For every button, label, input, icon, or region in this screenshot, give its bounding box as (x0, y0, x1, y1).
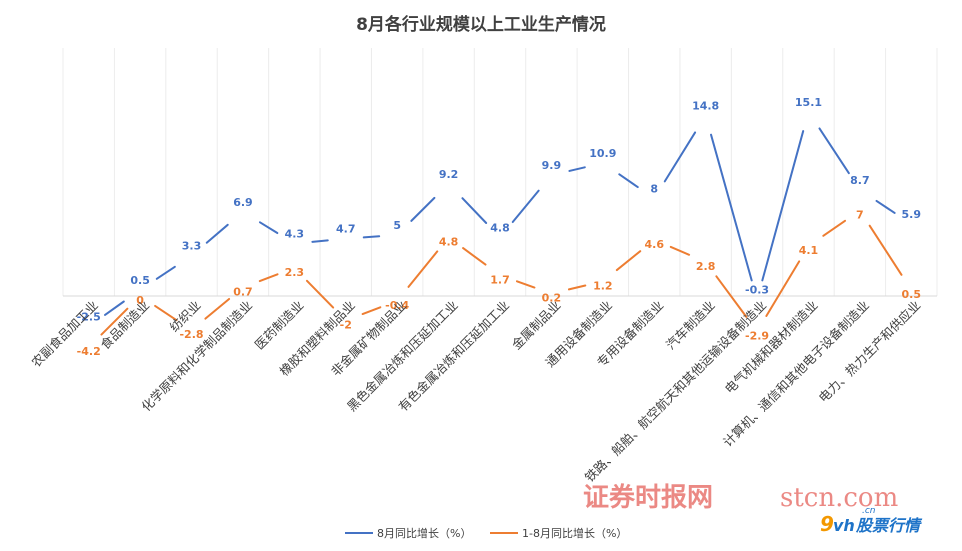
series-segment (818, 127, 850, 175)
data-label: 0.7 (233, 285, 253, 298)
series-segment (155, 265, 176, 280)
data-label: 4.7 (336, 223, 356, 236)
data-label: 0.5 (902, 288, 922, 301)
series-lines (100, 127, 903, 336)
data-label: 2.8 (696, 260, 716, 273)
data-label: -0.3 (745, 284, 769, 297)
series-segment (875, 199, 896, 214)
data-label: 7 (856, 209, 864, 222)
data-label: 5 (393, 219, 401, 232)
series-segment (204, 297, 231, 320)
data-labels: -2.5 0.5 3.3 6.9 4.3 4.7 5 9.2 4.8 9.9 10.9 8 14.8 -0… (77, 96, 921, 358)
series-segment (410, 196, 436, 222)
series-segment (715, 275, 748, 318)
watermark-9vh-domain: .cn (862, 506, 876, 516)
data-label: -2.5 (77, 311, 101, 324)
legend: 8月同比增长（%） 1-8月同比增长（%） (345, 526, 627, 540)
series-segment (305, 279, 335, 309)
series-segment (103, 300, 125, 316)
series-segment (511, 189, 540, 224)
series-segment (663, 131, 697, 183)
series-segment (618, 173, 639, 189)
chart-title: 8月各行业规模以上工业生产情况 (356, 14, 606, 35)
data-label: -2.9 (745, 329, 769, 342)
series-segment (205, 223, 229, 244)
series-segment (765, 260, 801, 317)
category-label: 医药制造业 (252, 298, 307, 353)
data-label: -2.8 (179, 328, 203, 341)
category-label: 铁路、船舶、航空航天和其他运输设备制造业 (582, 298, 769, 485)
series-segment (462, 247, 487, 266)
data-label: 4.8 (490, 221, 510, 234)
category-label: 食品制造业 (97, 298, 152, 353)
series-segment (407, 250, 439, 288)
data-label: 8.7 (850, 174, 870, 187)
series-segment (311, 239, 329, 243)
data-label: 9.2 (439, 168, 459, 181)
series-segment (567, 284, 587, 291)
data-label: 15.1 (795, 96, 822, 109)
data-label: 3.3 (182, 240, 202, 253)
series-segment (100, 307, 129, 336)
series-segment (361, 306, 382, 316)
data-label: 1.7 (490, 273, 510, 286)
data-label: 4.3 (285, 228, 305, 241)
data-label: -0.4 (385, 299, 409, 312)
series-segment (258, 221, 279, 235)
data-label: 4.8 (439, 235, 459, 248)
series-segment (615, 250, 642, 272)
series-segment (362, 235, 381, 239)
watermark-9vh-letters: vh (833, 516, 855, 535)
series-segment (515, 280, 536, 289)
series-segment (461, 197, 488, 224)
data-label: 0.5 (130, 274, 150, 287)
series-segment (258, 273, 279, 283)
category-label: 电力、热力生产和供应业 (816, 298, 924, 406)
data-label: 4.1 (799, 244, 819, 257)
watermark-9vh: 9 vh .cn 股票行情 (820, 506, 923, 536)
series-segment (568, 166, 586, 172)
series-segment (710, 133, 753, 282)
category-label: 电气机械和器材制造业 (722, 298, 821, 397)
data-label: 14.8 (692, 99, 719, 112)
legend-label: 1-8月同比增长（%） (522, 526, 627, 540)
data-label: 6.9 (233, 196, 253, 209)
data-label: 2.3 (285, 266, 305, 279)
data-label: 4.6 (644, 238, 664, 251)
data-label: 0.2 (542, 292, 562, 305)
series-segment (761, 130, 805, 282)
category-label: 金属制品业 (509, 298, 564, 353)
data-label: 8 (650, 182, 658, 195)
data-label: 1.2 (593, 279, 613, 292)
category-label: 汽车制造业 (663, 298, 718, 353)
grid (62, 48, 938, 296)
series-segment (154, 304, 178, 322)
watermark-stcn-url: stcn.com (780, 483, 898, 513)
data-label: -2 (340, 318, 352, 331)
series-segment (868, 224, 903, 276)
legend-label: 8月同比增长（%） (377, 526, 471, 540)
series-segment (822, 219, 847, 237)
watermark-stcn-cn: 证券时报网 (583, 482, 713, 513)
watermark-9vh-name: 股票行情 (855, 516, 923, 535)
data-label: 10.9 (589, 147, 616, 160)
watermark-9vh-number: 9 (820, 512, 834, 536)
data-label: 9.9 (542, 159, 562, 172)
data-label: 5.9 (902, 208, 922, 221)
series-segment (669, 245, 691, 256)
data-label: 0 (136, 294, 144, 307)
watermark-stcn: 证券时报网 stcn.com (583, 482, 898, 513)
category-label: 农副食品加工业 (28, 298, 100, 370)
data-label: -4.2 (77, 345, 101, 358)
